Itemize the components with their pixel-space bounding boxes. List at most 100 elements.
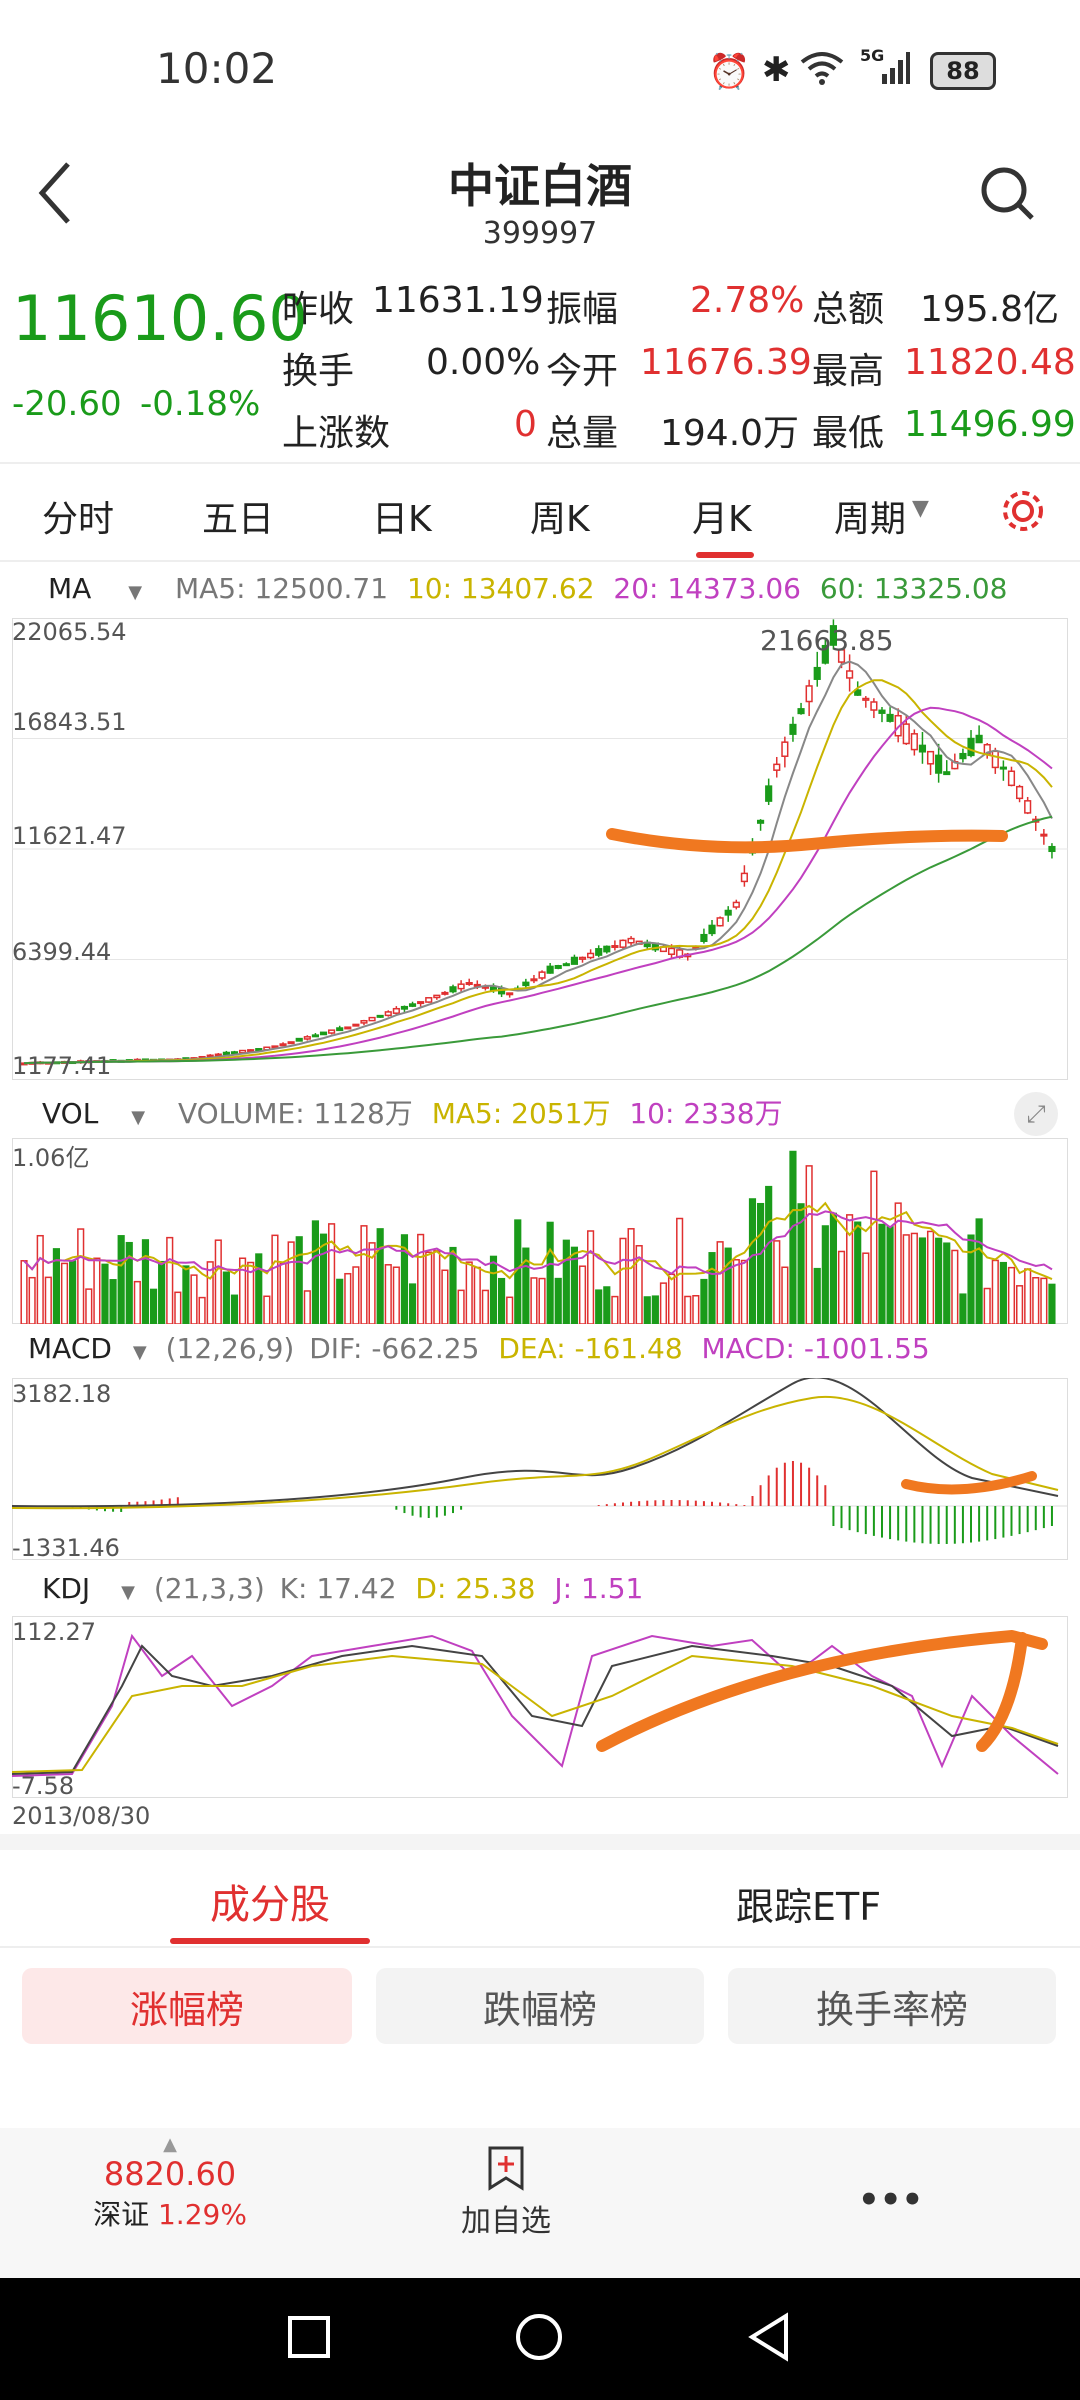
caret-down-icon: ▼ — [128, 582, 143, 603]
quote-label: 昨收 — [282, 289, 355, 330]
volume-bar — [538, 1277, 546, 1324]
volume-bar — [651, 1295, 659, 1324]
top-gainers-button[interactable]: 涨幅榜 — [22, 1968, 352, 2044]
search-button[interactable] — [978, 164, 1038, 228]
candle — [506, 992, 514, 996]
volume-bar — [328, 1223, 336, 1324]
kdj-chart[interactable] — [12, 1616, 1068, 1798]
kline-chart[interactable] — [12, 618, 1068, 1080]
volume-bar — [999, 1261, 1007, 1324]
quote-value: 0.00% — [426, 342, 541, 383]
candle — [417, 1001, 425, 1005]
macd-chart[interactable] — [12, 1378, 1068, 1560]
candle — [287, 1041, 295, 1045]
chart-frame — [12, 1378, 1068, 1560]
bluetooth-icon: ✱ — [762, 50, 791, 90]
circle-icon — [516, 2314, 562, 2360]
volume-bar — [182, 1265, 190, 1324]
volume-bar — [611, 1295, 619, 1324]
market-index-widget[interactable]: ▲ 8820.60 深证 1.29% — [60, 2134, 280, 2233]
back-nav-button[interactable] — [746, 2312, 792, 2366]
ma60-line — [23, 815, 1053, 1065]
kdj-legend[interactable]: KDJ ▼ (21,3,3) K: 17.42 D: 25.38 J: 1.51 — [42, 1572, 643, 1605]
tab-tracking-etf[interactable]: 跟踪ETF — [736, 1885, 882, 1929]
vol-legend[interactable]: VOL ▼ VOLUME: 1128万 MA5: 2051万 10: 2338万 — [42, 1092, 783, 1132]
candle — [578, 956, 587, 960]
volume-bar — [765, 1185, 773, 1324]
index-value: 8820.60 — [103, 2155, 237, 2193]
volume-bar — [60, 1262, 69, 1324]
volume-bar — [627, 1228, 635, 1324]
volume-bar — [506, 1296, 514, 1324]
price-axis-label: 11621.47 — [12, 822, 127, 850]
candle — [247, 1049, 255, 1053]
candle — [878, 709, 886, 714]
volume-bar — [352, 1266, 360, 1324]
macd-label: MACD — [28, 1332, 112, 1365]
quote-value: 11496.99 — [904, 404, 1076, 445]
quote-label: 上涨数 — [282, 413, 391, 454]
volume-bar — [149, 1288, 158, 1324]
volume-bar — [676, 1217, 684, 1324]
volume-bar — [489, 1255, 498, 1324]
tab-five-day[interactable]: 五日 — [202, 499, 275, 540]
candle — [595, 948, 603, 956]
candle — [708, 924, 716, 935]
volume-bar — [101, 1263, 109, 1324]
volume-bar — [384, 1264, 392, 1324]
volume-bar — [829, 1212, 838, 1324]
square-icon — [288, 2316, 330, 2358]
volume-bar — [238, 1257, 247, 1324]
index-name: 深证 — [93, 2198, 150, 2231]
volume-value: VOLUME: 1128万 — [177, 1097, 413, 1130]
volume-bar — [603, 1286, 611, 1324]
kdj-k: K: 17.42 — [279, 1572, 397, 1605]
settings-button[interactable] — [998, 486, 1048, 540]
volume-bar — [263, 1295, 271, 1324]
candle — [344, 1026, 352, 1030]
footer-bar — [0, 2128, 1080, 2278]
tab-daily-k[interactable]: 日K — [372, 499, 432, 540]
battery-icon: 88 — [930, 52, 996, 90]
expand-button[interactable]: ⤢ — [1014, 1092, 1058, 1136]
candle — [255, 1048, 263, 1052]
quote-value: 195.8亿 — [920, 289, 1060, 330]
index-pct: 1.29% — [157, 2198, 247, 2231]
volume-bar — [392, 1266, 400, 1324]
ma-label: MA — [48, 572, 92, 605]
tab-weekly-k[interactable]: 周K — [530, 499, 590, 540]
home-button[interactable] — [514, 2312, 564, 2366]
volume-bar — [797, 1203, 805, 1324]
candle — [1024, 800, 1032, 814]
expand-icon: ⤢ — [1026, 1100, 1046, 1128]
candle — [967, 737, 975, 757]
recents-button[interactable] — [286, 2314, 332, 2364]
divider — [0, 1946, 1080, 1948]
volume-bar — [44, 1276, 52, 1324]
macd-dif: DIF: -662.25 — [309, 1332, 480, 1365]
top-losers-button[interactable]: 跌幅榜 — [376, 1968, 704, 2044]
volume-bar — [473, 1266, 481, 1324]
volume-bar — [311, 1220, 320, 1324]
divider — [0, 462, 1080, 464]
macd-axis-label: 3182.18 — [12, 1380, 112, 1408]
volume-bar — [85, 1288, 93, 1324]
ma-legend[interactable]: MA ▼ MA5: 12500.71 10: 13407.62 20: 1437… — [48, 572, 1007, 605]
volume-bar — [400, 1234, 409, 1324]
back-button[interactable] — [36, 160, 76, 230]
tab-monthly-k[interactable]: 月K — [692, 499, 752, 540]
macd-dea: DEA: -161.48 — [498, 1332, 683, 1365]
candle — [975, 734, 983, 744]
volume-bar — [967, 1234, 975, 1324]
tab-constituents[interactable]: 成分股 — [210, 1882, 330, 1928]
volume-bar — [441, 1269, 449, 1324]
tab-period[interactable]: 周期 — [834, 499, 907, 540]
more-button[interactable]: ••• — [858, 2180, 924, 2220]
volume-chart[interactable] — [12, 1138, 1068, 1324]
tab-intraday[interactable]: 分时 — [42, 499, 115, 540]
turnover-rank-button[interactable]: 换手率榜 — [728, 1968, 1056, 2044]
add-watchlist-button[interactable]: 加自选 — [440, 2144, 572, 2240]
macd-legend[interactable]: MACD ▼ (12,26,9) DIF: -662.25 DEA: -161.… — [28, 1332, 930, 1365]
volume-bar — [667, 1273, 676, 1324]
candle — [943, 771, 951, 776]
